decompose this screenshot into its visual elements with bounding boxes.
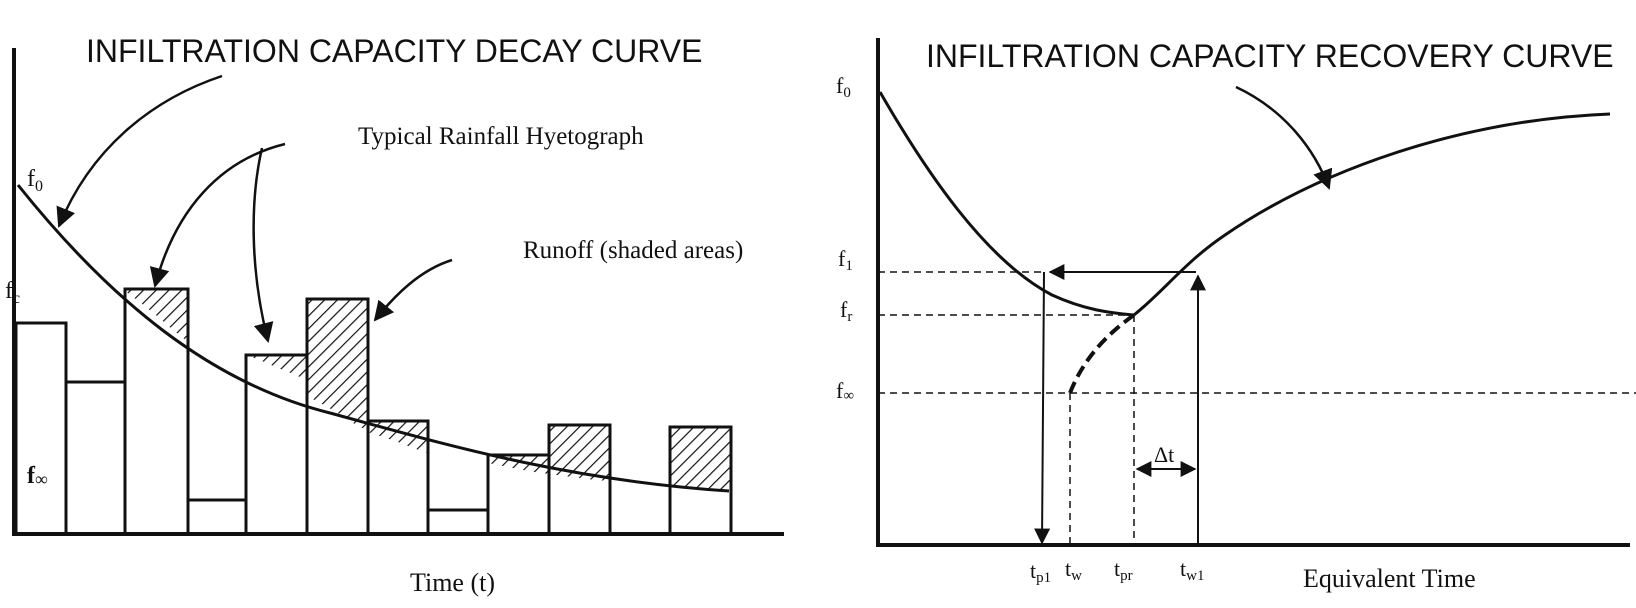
runoff-area-3 [125, 289, 188, 342]
label-tw: tw [1065, 556, 1082, 584]
arrow-to-decay-curve [56, 74, 223, 228]
label-fr-right: fr [840, 297, 852, 325]
arrow-down-tp1 [1034, 271, 1051, 545]
left-diagram: INFILTRATION CAPACITY DECAY CURVE Typica… [5, 33, 784, 597]
runoff-shaded-areas [125, 289, 731, 491]
delta-t-label: Δt [1154, 442, 1174, 467]
dashed-guides [878, 271, 1636, 543]
infiltration-decay-branch [878, 91, 1135, 317]
x-axis-label-equivalent-time: Equivalent Time [1303, 564, 1476, 593]
runoff-area-11 [670, 427, 731, 491]
arrow-to-hyetograph-bar-5 [252, 147, 274, 343]
label-finf-left: f∞ [27, 463, 48, 489]
infiltration-decay-curve [16, 184, 730, 493]
label-f0-right: f0 [836, 73, 851, 101]
label-fc-left: fc [5, 278, 20, 307]
hyetograph-bar-1 [14, 321, 68, 536]
label-finf-right: f∞ [836, 378, 854, 404]
x-axis-label-time: Time (t) [410, 568, 495, 597]
runoff-label: Runoff (shaded areas) [523, 237, 743, 264]
hypothetical-recovery-dashed [1068, 313, 1136, 394]
runoff-area-5 [246, 355, 307, 380]
label-tp1: tp1 [1030, 558, 1051, 586]
runoff-area-9 [488, 455, 549, 474]
label-f0-left: f0 [27, 166, 43, 195]
left-diagram-title: INFILTRATION CAPACITY DECAY CURVE [86, 33, 702, 69]
runoff-area-6 [307, 299, 368, 431]
right-diagram: INFILTRATION CAPACITY RECOVERY CURVE Equ… [836, 38, 1636, 593]
hyetograph-bar-5 [244, 353, 309, 536]
arrow-to-runoff-area [373, 258, 453, 322]
rainfall-hyetograph-bars [14, 287, 733, 536]
label-tpr: tpr [1114, 556, 1133, 584]
label-tw1: tw1 [1180, 556, 1204, 584]
hyetograph-bar-2 [64, 380, 127, 536]
infiltration-recovery-curve [1133, 112, 1611, 317]
hyetograph-label: Typical Rainfall Hyetograph [358, 123, 644, 150]
right-diagram-title: INFILTRATION CAPACITY RECOVERY CURVE [926, 38, 1614, 74]
label-f1-right: f1 [838, 246, 853, 274]
arrow-to-hyetograph-bar-3 [149, 142, 286, 288]
hyetograph-bar-4 [186, 498, 248, 536]
runoff-area-10 [549, 425, 610, 481]
hyetograph-bar-8 [426, 508, 490, 536]
arrow-to-recovery-curve [1235, 85, 1333, 190]
